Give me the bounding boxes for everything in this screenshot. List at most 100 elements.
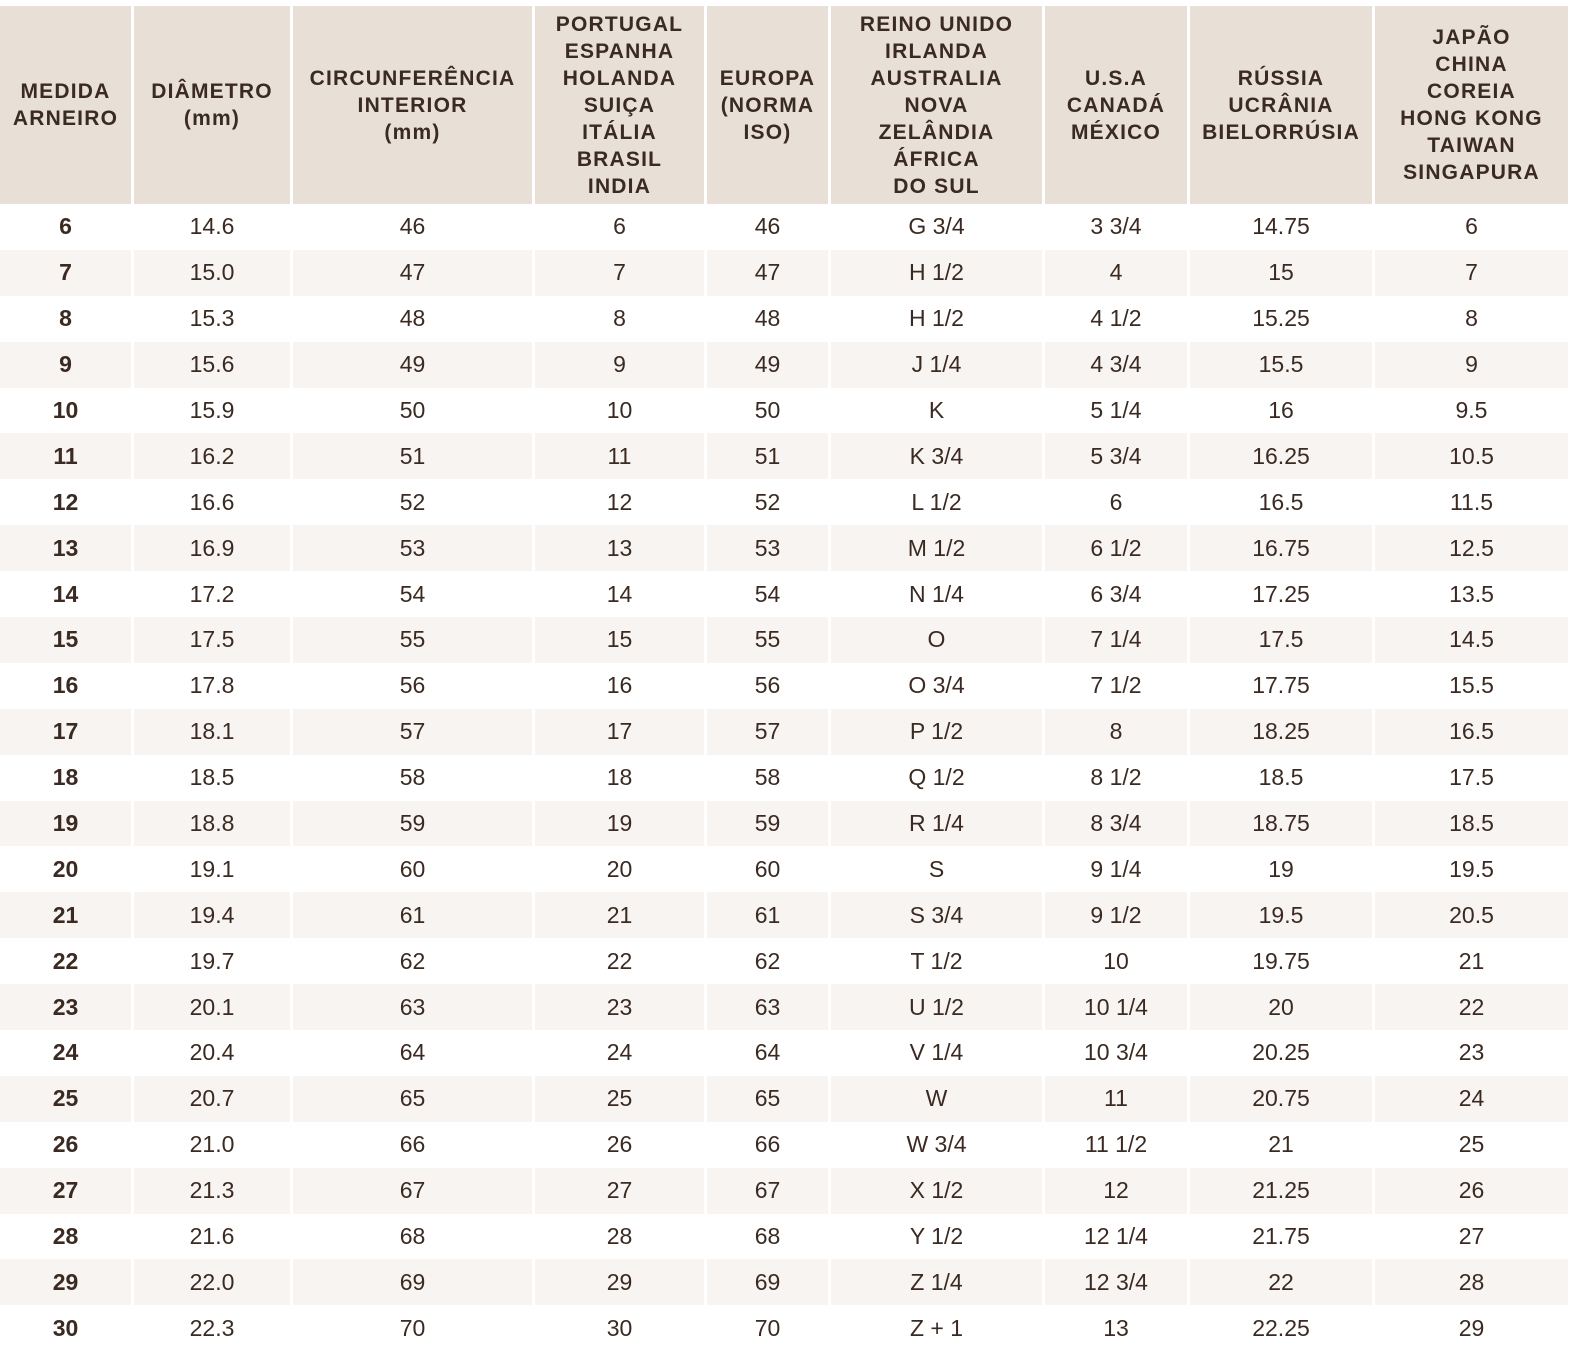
- table-row: 29 22.0 69 29 69 Z 1/4 12 3/4 22 28: [0, 1259, 1568, 1306]
- table-cell: 24: [1375, 1075, 1568, 1122]
- table-cell: 28: [535, 1213, 707, 1260]
- table-cell: 30: [535, 1305, 707, 1352]
- table-cell: 18.25: [1190, 708, 1375, 755]
- table-cell: 24: [535, 1030, 707, 1076]
- table-row: 16 17.8 56 16 56 O 3/4 7 1/2 17.75 15.5: [0, 662, 1568, 709]
- table-cell: 47: [707, 249, 831, 296]
- table-cell: 21: [1458, 947, 1485, 974]
- table-cell: 48: [707, 295, 831, 342]
- table-cell: 69: [293, 1259, 535, 1306]
- table-cell: 46: [707, 204, 831, 250]
- table-cell: 15.6: [134, 341, 293, 388]
- table-cell: 15.5: [1449, 672, 1494, 699]
- table-cell: 63: [707, 984, 831, 1031]
- table-cell: 16.9: [134, 525, 293, 572]
- table-cell: 24: [0, 1030, 134, 1076]
- table-cell: 18: [535, 754, 707, 801]
- table-row: 10 15.9 50 10 50 K 5 1/4 16 9.5: [0, 387, 1568, 434]
- table-cell: 4 1/2: [1045, 295, 1190, 342]
- column-header-europa: EUROPA (NORMA ISO): [707, 6, 831, 204]
- table-row: 27 21.3 67 27 67 X 1/2 12 21.25 26: [0, 1167, 1568, 1214]
- table-cell: 17: [0, 708, 134, 755]
- table-cell: 15: [1190, 249, 1375, 296]
- table-cell: 14: [535, 571, 707, 618]
- table-cell: 11.5: [1449, 488, 1494, 515]
- table-cell: 20.1: [134, 984, 293, 1031]
- table-cell: 23: [535, 984, 707, 1031]
- table-row: 25 20.7 65 25 65 W 11 20.75 24: [0, 1075, 1568, 1122]
- table-cell: 15.3: [134, 295, 293, 342]
- table-cell: 16.25: [1190, 433, 1375, 480]
- table-cell: 49: [707, 341, 831, 388]
- table-cell: 14.5: [1375, 617, 1568, 663]
- table-cell: 9 1/2: [1045, 892, 1190, 939]
- table-cell: 19: [1190, 846, 1375, 893]
- table-cell: 21: [535, 892, 707, 939]
- table-cell: H 1/2: [831, 295, 1045, 342]
- table-cell: 10: [535, 387, 707, 434]
- table-cell: 15.0: [134, 249, 293, 296]
- table-cell: 16.5: [1190, 479, 1375, 526]
- table-cell: 17.2: [134, 571, 293, 618]
- table-row: 15 17.5 55 15 55 O 7 1/4 17.5 14.5: [0, 617, 1568, 663]
- column-header-medida-arneiro: MEDIDA ARNEIRO: [0, 6, 134, 204]
- table-cell: 47: [293, 249, 535, 296]
- table-cell: 11: [0, 433, 134, 480]
- table-cell: 6 3/4: [1045, 571, 1190, 618]
- table-body: 6 14.6 46 6 46 G 3/4 3 3/4 14.75 6 7 15.0 47 7 47 H 1/…: [0, 204, 1568, 1352]
- table-cell: 18.1: [134, 708, 293, 755]
- table-cell: 50: [293, 387, 535, 434]
- table-cell: 26: [535, 1121, 707, 1168]
- ring-size-table: MEDIDA ARNEIRO DIÂMETRO (mm) CIRCUNFERÊN…: [0, 6, 1568, 1352]
- table-cell: 8: [1045, 708, 1190, 755]
- table-cell: 62: [707, 938, 831, 985]
- table-cell: 60: [707, 846, 831, 893]
- table-cell: 20.5: [1375, 892, 1568, 939]
- table-cell: 21.75: [1190, 1213, 1375, 1260]
- table-cell: 55: [293, 617, 535, 663]
- table-cell: 26: [0, 1121, 134, 1168]
- table-cell: 63: [293, 984, 535, 1031]
- table-cell: 9 1/4: [1045, 846, 1190, 893]
- table-cell: 23: [0, 984, 134, 1031]
- table-cell: 52: [293, 479, 535, 526]
- table-cell: 25: [1458, 1131, 1485, 1158]
- table-cell: 8: [1465, 305, 1478, 332]
- table-cell: 68: [707, 1213, 831, 1260]
- table-cell: 12: [1045, 1167, 1190, 1214]
- table-cell: O 3/4: [831, 662, 1045, 709]
- table-cell: 50: [707, 387, 831, 434]
- table-cell: 21.3: [134, 1167, 293, 1214]
- table-cell: 25: [0, 1075, 134, 1122]
- table-cell: 60: [293, 846, 535, 893]
- table-cell: 19.4: [134, 892, 293, 939]
- table-cell: 6: [535, 204, 707, 250]
- table-cell: Y 1/2: [831, 1213, 1045, 1260]
- table-cell: 11: [1045, 1075, 1190, 1122]
- table-cell: 16: [535, 662, 707, 709]
- column-header-circunferencia: CIRCUNFERÊNCIA INTERIOR (mm): [293, 6, 535, 204]
- table-cell: 18.5: [134, 754, 293, 801]
- table-row: 9 15.6 49 9 49 J 1/4 4 3/4 15.5 9: [0, 341, 1568, 388]
- table-cell: 29: [0, 1259, 134, 1306]
- table-cell: 18.8: [134, 800, 293, 847]
- table-cell: 66: [293, 1121, 535, 1168]
- table-cell: 16: [1190, 387, 1375, 434]
- table-cell: 14.6: [134, 204, 293, 250]
- table-cell: 54: [293, 571, 535, 618]
- table-row: 22 19.7 62 22 62 T 1/2 10 19.75 21: [0, 938, 1568, 985]
- table-cell: 21.6: [134, 1213, 293, 1260]
- table-cell: W: [831, 1075, 1045, 1122]
- table-cell: 59: [707, 800, 831, 847]
- table-row: 26 21.0 66 26 66 W 3/4 11 1/2 21 25: [0, 1121, 1568, 1168]
- table-cell: W 3/4: [831, 1121, 1045, 1168]
- table-cell: 20: [0, 846, 134, 893]
- table-cell: 58: [293, 754, 535, 801]
- table-cell: 13.5: [1449, 580, 1494, 607]
- table-cell: 16.2: [134, 433, 293, 480]
- table-cell: U 1/2: [831, 984, 1045, 1031]
- table-cell: 9.5: [1455, 397, 1488, 423]
- table-row: 21 19.4 61 21 61 S 3/4 9 1/2 19.5 20.5: [0, 892, 1568, 939]
- table-cell: 7 1/2: [1045, 662, 1190, 709]
- table-row: 11 16.2 51 11 51 K 3/4 5 3/4 16.25 10.5: [0, 433, 1568, 480]
